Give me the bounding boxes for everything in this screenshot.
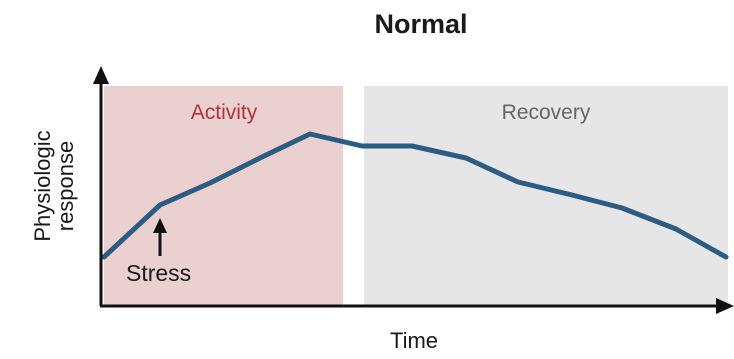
recovery-label: Recovery (502, 101, 591, 124)
response-curve (101, 131, 729, 260)
y-axis-label: Physiologic response (30, 130, 78, 241)
up-arrow-icon (153, 218, 167, 233)
recovery-region (364, 86, 728, 305)
diagram-title: Normal (374, 9, 467, 39)
activity-region (104, 86, 343, 305)
y-axis-label-line-2: response (53, 141, 78, 232)
x-axis-arrowhead-icon (716, 298, 734, 314)
y-axis-label-line-1: Physiologic (30, 130, 55, 241)
activity-label: Activity (191, 101, 258, 124)
stress-label: Stress (126, 260, 191, 286)
x-axis-label: Time (390, 328, 438, 353)
y-axis-arrowhead-icon (93, 66, 109, 84)
